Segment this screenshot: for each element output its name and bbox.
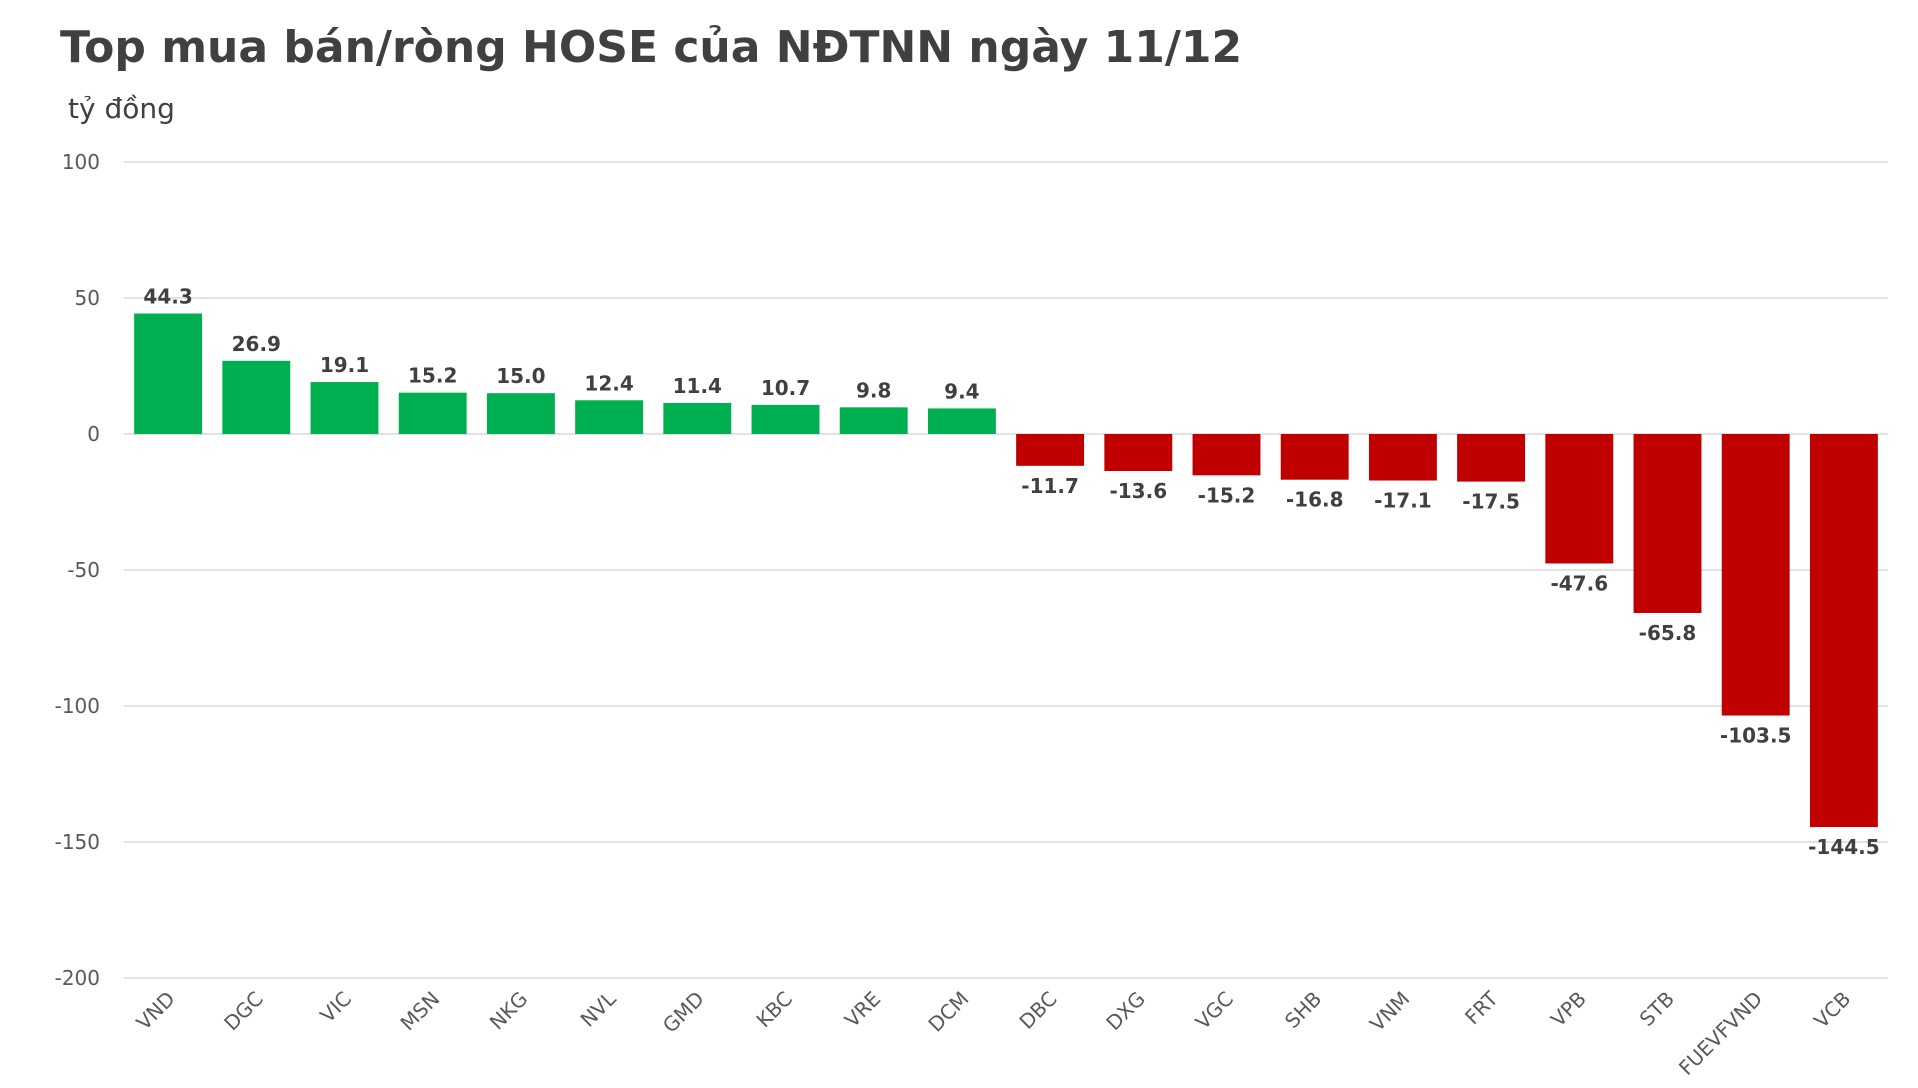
- bar-vcb: [1809, 434, 1878, 828]
- y-tick-label: 50: [75, 286, 100, 310]
- data-label: 9.4: [944, 379, 979, 403]
- x-category-label: VRE: [840, 987, 885, 1032]
- bar-dcm: [927, 408, 996, 434]
- bar-dxg: [1104, 434, 1173, 471]
- x-category-label: MSN: [396, 987, 445, 1036]
- gridlines: [124, 161, 1888, 979]
- y-axis-ticks: 100 50 0 -50 -100 -150 -200: [55, 150, 100, 990]
- y-tick-label: -100: [55, 694, 100, 718]
- data-labels: 44.3 26.9 19.1 15.2 15.0 12.4 11.4 10.7 9.8 9.4 -1…: [143, 285, 1879, 860]
- bar-vic: [310, 382, 379, 434]
- data-label: -16.8: [1286, 488, 1344, 512]
- data-label: -144.5: [1808, 835, 1880, 859]
- y-axis-unit-label: tỷ đồng: [68, 92, 175, 125]
- x-category-label: STB: [1635, 987, 1679, 1031]
- bars: [134, 313, 1878, 828]
- x-category-label: SHB: [1280, 987, 1326, 1033]
- bar-vre: [839, 407, 908, 434]
- x-category-label: FRT: [1460, 986, 1503, 1029]
- data-label: 44.3: [143, 285, 192, 309]
- bar-gmd: [663, 402, 732, 434]
- bar-msn: [398, 392, 467, 434]
- bar-nkg: [486, 393, 555, 434]
- bar-shb: [1280, 434, 1349, 480]
- bar-dbc: [1016, 434, 1085, 466]
- data-label: -11.7: [1021, 474, 1079, 498]
- x-category-label: DGC: [219, 987, 268, 1036]
- chart-title: Top mua bán/ròng HOSE của NĐTNN ngày 11/…: [60, 22, 1243, 73]
- data-label: 26.9: [232, 332, 281, 356]
- data-label: -13.6: [1109, 479, 1167, 503]
- bar-kbc: [751, 404, 820, 434]
- data-label: 9.8: [856, 378, 891, 402]
- data-label: -65.8: [1639, 621, 1697, 645]
- y-tick-label: 100: [62, 150, 100, 174]
- y-tick-label: -150: [55, 830, 100, 854]
- x-category-label: NKG: [485, 987, 533, 1035]
- x-category-label: VIC: [315, 987, 356, 1028]
- bar-frt: [1457, 434, 1526, 482]
- data-label: -47.6: [1550, 571, 1608, 595]
- x-category-label: FUEVFVND: [1674, 987, 1767, 1080]
- x-category-label: KBC: [751, 987, 797, 1033]
- data-label: 12.4: [584, 371, 633, 395]
- x-category-label: DBC: [1014, 987, 1061, 1034]
- data-label: -103.5: [1720, 724, 1792, 748]
- x-category-label: DCM: [923, 987, 973, 1037]
- x-category-label: VGC: [1191, 987, 1238, 1034]
- data-label: 19.1: [320, 353, 369, 377]
- bar-vnm: [1368, 434, 1437, 481]
- bar-vgc: [1192, 434, 1261, 476]
- x-category-label: VCB: [1809, 987, 1855, 1033]
- x-category-label: VNM: [1365, 987, 1414, 1036]
- x-category-label: VPB: [1546, 987, 1591, 1032]
- data-label: 15.0: [496, 364, 545, 388]
- bar-nvl: [575, 400, 644, 434]
- data-label: -17.1: [1374, 489, 1432, 513]
- x-axis-categories: VND DGC VIC MSN NKG NVL GMD KBC VRE DCM DBC DXG VGC S…: [132, 986, 1856, 1080]
- data-label: -17.5: [1462, 490, 1520, 514]
- bar-vpb: [1545, 434, 1614, 564]
- bar-vnd: [134, 313, 203, 434]
- data-label: 15.2: [408, 364, 457, 388]
- x-category-label: GMD: [658, 987, 709, 1038]
- y-tick-label: 0: [87, 422, 100, 446]
- bar-fuevfvnd: [1721, 434, 1790, 716]
- y-tick-label: -200: [55, 966, 100, 990]
- data-label: 10.7: [761, 376, 810, 400]
- y-tick-label: -50: [67, 558, 100, 582]
- x-category-label: NVL: [576, 986, 622, 1032]
- data-label: -15.2: [1198, 483, 1256, 507]
- bar-dgc: [222, 360, 291, 434]
- x-category-label: DXG: [1101, 987, 1150, 1036]
- data-label: 11.4: [673, 374, 722, 398]
- bar-stb: [1633, 434, 1702, 613]
- x-category-label: VND: [132, 987, 180, 1035]
